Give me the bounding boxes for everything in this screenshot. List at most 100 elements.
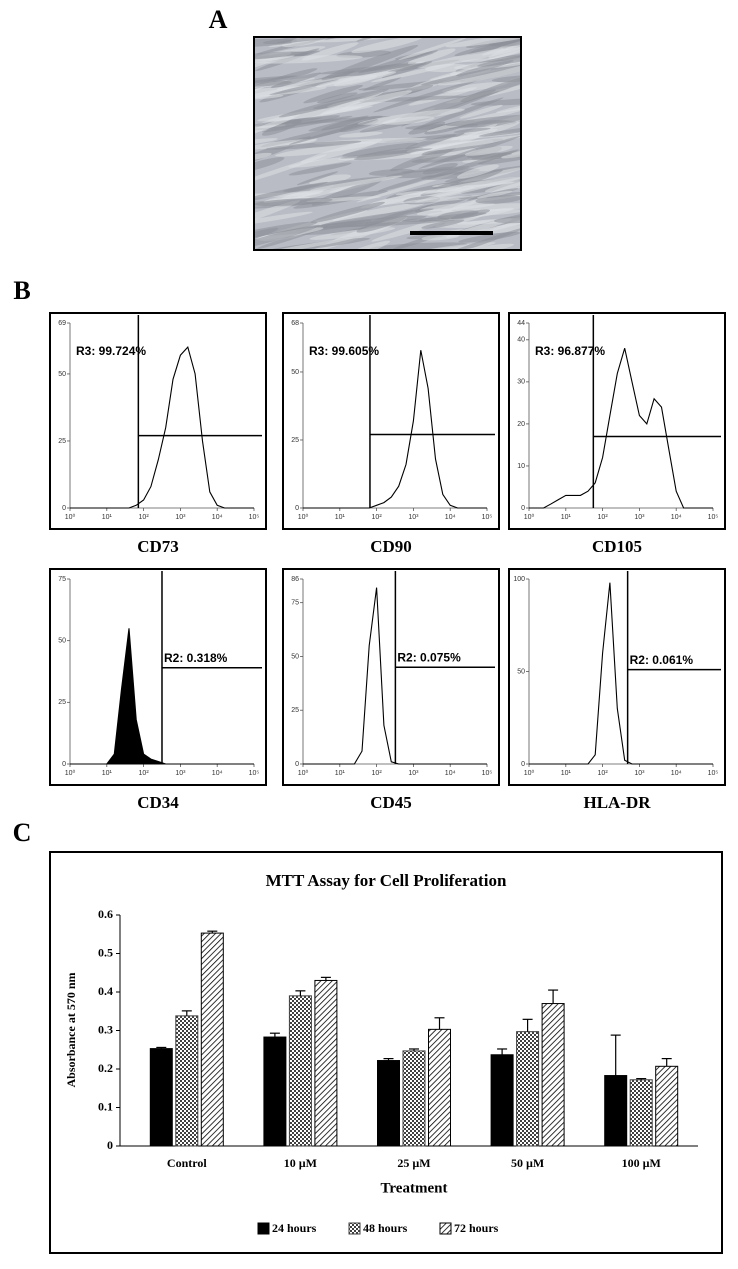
cell xyxy=(318,63,427,75)
histogram-frame xyxy=(49,568,267,786)
cell xyxy=(493,216,520,224)
x-tick-label: 10¹ xyxy=(335,514,346,521)
y-axis-label: Absorbance at 570 nm xyxy=(64,972,78,1087)
bar xyxy=(541,1003,565,1147)
cell xyxy=(377,175,434,192)
cell xyxy=(501,147,520,159)
cell xyxy=(278,88,390,118)
cell xyxy=(255,152,272,162)
cell xyxy=(303,84,363,104)
y-tick-label: 10 xyxy=(517,463,525,470)
cell xyxy=(356,173,455,203)
cell xyxy=(255,51,309,59)
x-tick-label: 10² xyxy=(372,770,383,777)
x-tick-label: 10⁵ xyxy=(249,770,260,777)
y-tick-label: 25 xyxy=(58,699,66,706)
histogram-frame xyxy=(282,312,500,530)
y-tick-label: 25 xyxy=(291,437,299,444)
y-tick-label: 0.4 xyxy=(98,984,113,998)
bar xyxy=(402,1050,426,1147)
legend-label: 24 hours xyxy=(272,1221,317,1235)
cell xyxy=(332,202,425,222)
y-tick-label: 0.2 xyxy=(98,1061,113,1075)
cell xyxy=(296,171,339,186)
x-tick-label: 10 µM xyxy=(284,1156,317,1170)
y-tick-label: 0 xyxy=(521,761,525,768)
legend-swatch xyxy=(348,1222,361,1235)
cell xyxy=(276,38,377,44)
cell xyxy=(301,42,359,61)
gate-label: R2: 0.075% xyxy=(397,650,461,664)
cell xyxy=(430,243,514,249)
cell xyxy=(416,208,453,216)
x-tick-label: 10⁴ xyxy=(212,514,223,521)
cell xyxy=(478,125,520,137)
cell xyxy=(458,231,520,243)
cell xyxy=(261,115,353,133)
y-tick-label: 75 xyxy=(291,600,299,607)
cell xyxy=(459,121,520,141)
bar xyxy=(175,1015,199,1147)
cell xyxy=(371,63,456,83)
x-tick-label: 10¹ xyxy=(102,770,113,777)
legend-swatch xyxy=(257,1222,270,1235)
x-tick-label: 10³ xyxy=(634,770,645,777)
cell xyxy=(266,140,362,150)
histogram-curve xyxy=(70,345,254,509)
histogram-curve xyxy=(70,628,254,765)
cell xyxy=(255,75,299,85)
gate-label: R3: 99.605% xyxy=(309,344,379,358)
cell xyxy=(316,92,358,104)
x-tick-label: 10¹ xyxy=(561,514,572,521)
cell xyxy=(288,119,378,145)
cell xyxy=(357,108,465,125)
x-tick-label: 10³ xyxy=(408,514,419,521)
cell xyxy=(255,80,292,88)
cell xyxy=(470,97,520,106)
y-tick-label: 100 xyxy=(513,576,525,583)
histogram-title: CD34 xyxy=(137,793,179,812)
cell xyxy=(321,115,369,131)
chart-title: MTT Assay for Cell Proliferation xyxy=(266,871,507,890)
cell xyxy=(477,153,520,165)
cell xyxy=(309,227,396,240)
cell xyxy=(288,156,358,168)
cell xyxy=(255,197,333,207)
x-tick-label: 10⁴ xyxy=(671,514,682,521)
x-tick-label: 10⁰ xyxy=(298,513,309,521)
legend-swatch xyxy=(439,1222,452,1235)
cell xyxy=(421,219,465,229)
y-tick-label: 20 xyxy=(517,421,525,428)
cell xyxy=(313,38,405,43)
cell xyxy=(414,135,520,152)
y-tick-label: 0 xyxy=(521,505,525,512)
y-tick-label: 0 xyxy=(62,761,66,768)
cell xyxy=(455,60,514,76)
cell xyxy=(326,99,365,108)
cell xyxy=(340,90,412,111)
cell xyxy=(459,104,503,119)
error-bar xyxy=(269,1032,280,1038)
micrograph-frame xyxy=(253,36,522,251)
bar xyxy=(516,1031,540,1147)
error-bar xyxy=(661,1058,672,1067)
y-tick-label: 40 xyxy=(517,337,525,344)
bar xyxy=(655,1065,679,1147)
histogram-curve xyxy=(529,348,713,509)
x-tick-label: 10³ xyxy=(175,770,186,777)
x-tick-label: 10⁵ xyxy=(482,770,493,777)
bar xyxy=(377,1060,400,1147)
x-tick-label: 10⁴ xyxy=(212,770,223,777)
x-tick-label: 10⁵ xyxy=(708,770,719,777)
cell xyxy=(368,168,415,176)
y-tick-label: 50 xyxy=(58,371,66,378)
y-tick-label: 0 xyxy=(107,1138,113,1152)
gate-label: R3: 96.877% xyxy=(535,344,605,358)
y-tick-label: 0 xyxy=(295,505,299,512)
x-tick-label: 10² xyxy=(139,514,150,521)
gate-label: R2: 0.318% xyxy=(164,651,228,665)
cell xyxy=(484,180,520,193)
cell xyxy=(420,62,520,86)
x-tick-label: 10⁵ xyxy=(708,514,719,521)
y-tick-label: 75 xyxy=(58,576,66,583)
